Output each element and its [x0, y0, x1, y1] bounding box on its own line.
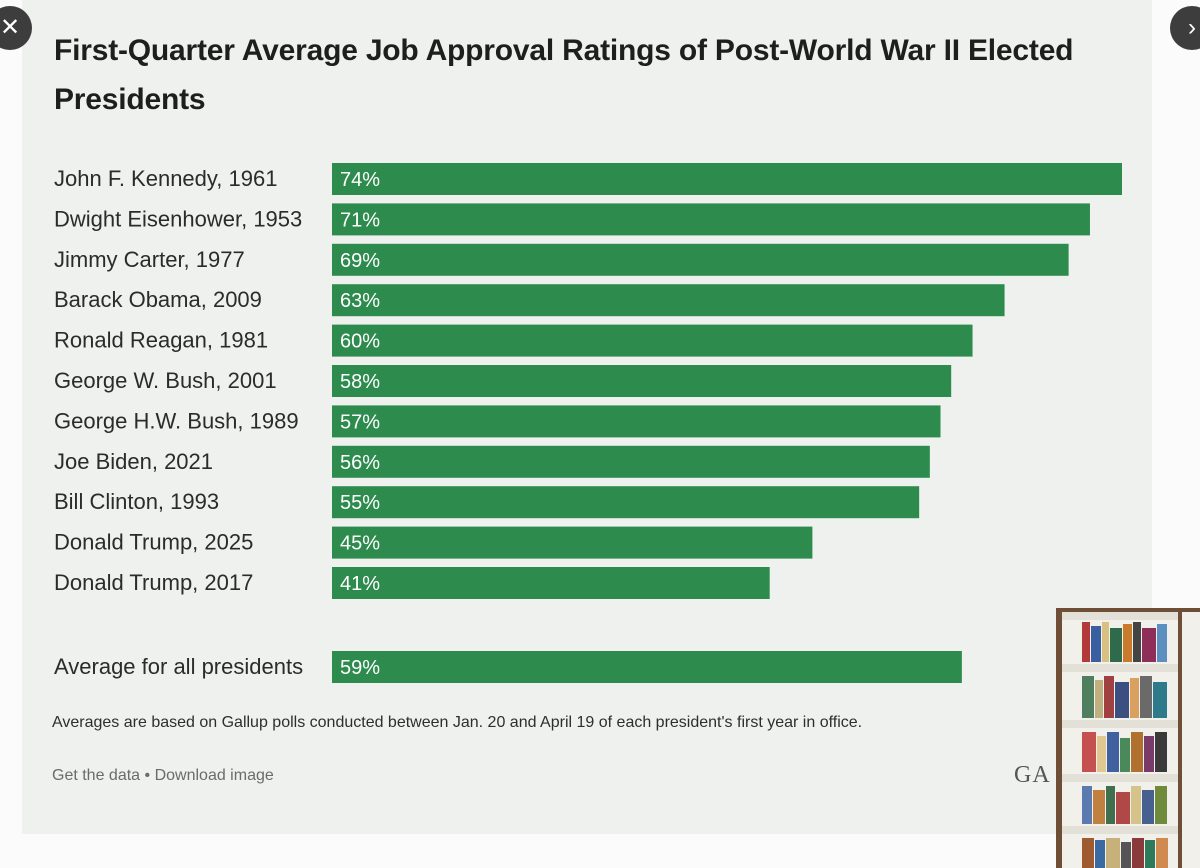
- bar-10-value-label: 41%: [340, 573, 380, 595]
- bar-8-label: Bill Clinton, 1993: [54, 489, 219, 514]
- bar-6-label: George H.W. Bush, 1989: [54, 408, 299, 433]
- close-icon: ✕: [0, 14, 21, 41]
- gallup-logo: GA: [1014, 762, 1051, 788]
- bar-6-value-label: 57%: [340, 411, 380, 433]
- bar-10: [332, 567, 770, 599]
- bar-7: [332, 445, 930, 478]
- bar-4-value-label: 60%: [340, 331, 380, 353]
- bar-8-value-label: 55%: [340, 492, 380, 514]
- chevron-right-icon: ›: [1188, 14, 1196, 41]
- bar-1-value-label: 71%: [340, 209, 380, 231]
- bar-average-label: Average for all presidents: [54, 654, 303, 679]
- bar-9-label: Donald Trump, 2025: [54, 530, 253, 555]
- bar-5: [332, 365, 952, 397]
- bar-2: [332, 243, 1069, 276]
- bookshelf-image: [1056, 608, 1200, 868]
- bar-6: [332, 405, 941, 438]
- bar-10-label: Donald Trump, 2017: [54, 570, 253, 595]
- chart-title: First-Quarter Average Job Approval Ratin…: [54, 34, 1074, 116]
- bar-4: [332, 324, 973, 357]
- bar-9-value-label: 45%: [340, 533, 380, 555]
- bar-8: [332, 486, 920, 519]
- bar-2-value-label: 69%: [340, 250, 380, 272]
- bar-3: [332, 284, 1005, 317]
- bar-1-label: Dwight Eisenhower, 1953: [54, 206, 302, 231]
- bar-9: [332, 526, 813, 559]
- bar-2-label: Jimmy Carter, 1977: [54, 247, 245, 272]
- next-button[interactable]: ›: [1170, 6, 1200, 50]
- footer-links: Get the data • Download image: [52, 767, 274, 785]
- footnote: Averages are based on Gallup polls condu…: [52, 714, 863, 731]
- bar-average: [332, 651, 962, 683]
- bar-3-value-label: 63%: [340, 290, 380, 312]
- footer-separator: •: [144, 767, 151, 784]
- bar-1: [332, 203, 1090, 236]
- get-data-link[interactable]: Get the data: [52, 767, 141, 784]
- bar-average-value-label: 59%: [340, 657, 380, 679]
- bar-4-label: Ronald Reagan, 1981: [54, 328, 268, 353]
- bar-5-value-label: 58%: [340, 371, 380, 393]
- bar-0-value-label: 74%: [340, 169, 380, 191]
- bar-0: [332, 163, 1122, 195]
- download-image-link[interactable]: Download image: [154, 767, 274, 784]
- bar-5-label: George W. Bush, 2001: [54, 368, 277, 393]
- bar-0-label: John F. Kennedy, 1961: [54, 166, 277, 191]
- bar-3-label: Barack Obama, 2009: [54, 287, 262, 312]
- webcam-overlay: [1056, 608, 1200, 868]
- bar-7-label: Joe Biden, 2021: [54, 449, 213, 474]
- bar-7-value-label: 56%: [340, 452, 380, 474]
